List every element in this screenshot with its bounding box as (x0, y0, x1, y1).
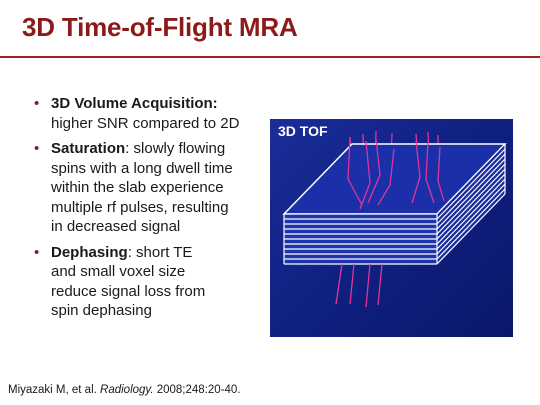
bullet-text: within the slab experience (51, 179, 224, 196)
slide-title: 3D Time-of-Flight MRA (22, 12, 298, 42)
bullet-heading: Dephasing (51, 243, 128, 261)
tof-illustration: 3D TOF (270, 119, 513, 337)
bullet-text: spin dephasing (51, 302, 152, 319)
citation: Miyazaki M, et al. Radiology. 2008;248:2… (8, 384, 241, 396)
vessel-lines-top (347, 136, 445, 210)
bullet-text: spins with a long dwell time (51, 159, 233, 177)
bullet-dot-icon: • (34, 95, 40, 112)
slab-front-face (284, 213, 437, 265)
bullet-heading: 3D Volume Acquisition: (51, 95, 218, 112)
bullet-text: and small voxel size (51, 263, 186, 280)
vessel-lines-lower (335, 263, 383, 308)
slab-diagram (282, 130, 507, 308)
figure-label: 3D TOF (278, 123, 328, 139)
slab-side-face (283, 143, 506, 265)
bullet-heading: Saturation (51, 140, 126, 157)
bullet-item: • Saturation: slowly flowing spins with … (34, 139, 274, 237)
bullet-text: higher SNR compared to 2D (51, 114, 240, 132)
bullet-text: reduce signal loss from (51, 282, 206, 300)
bullet-dot-icon: • (34, 243, 40, 261)
bullet-text: multiple rf pulses, resulting (51, 198, 229, 216)
citation-journal: Radiology. (100, 384, 154, 396)
title-divider (0, 56, 540, 58)
bullet-item: • Dephasing: short TE and small voxel si… (34, 243, 274, 321)
bullet-text: : slowly flowing (125, 140, 226, 157)
bullet-dot-icon: • (34, 140, 40, 157)
bullet-text: in decreased signal (51, 218, 181, 235)
bullet-item: • 3D Volume Acquisition: higher SNR comp… (34, 94, 274, 133)
bullet-list: • 3D Volume Acquisition: higher SNR comp… (34, 94, 274, 327)
bullet-text: : short TE (127, 243, 193, 261)
